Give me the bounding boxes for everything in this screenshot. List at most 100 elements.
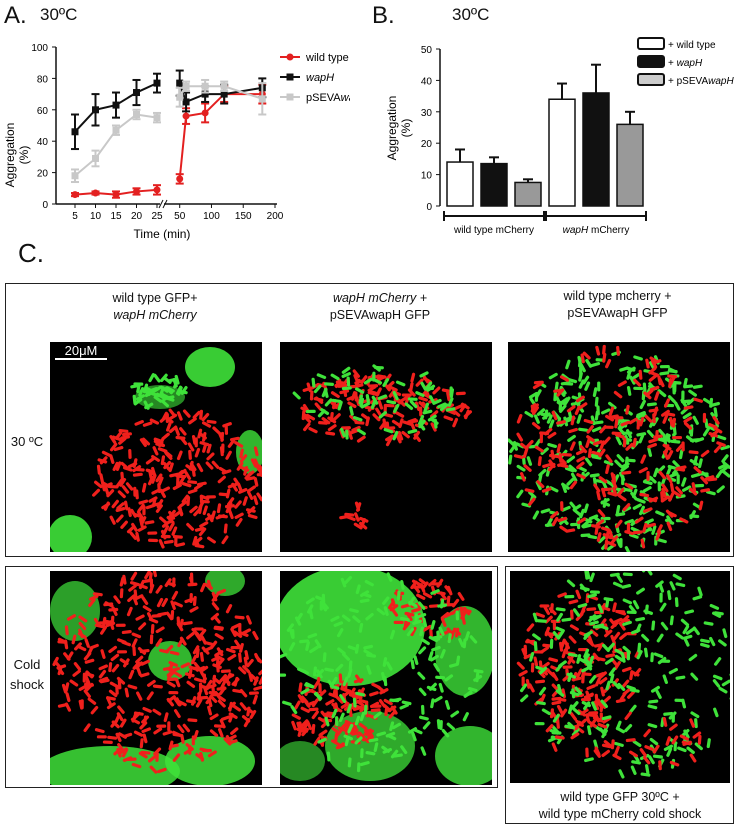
bacterium-cell <box>581 523 592 529</box>
bacterium-cell <box>120 435 131 440</box>
cell-cluster <box>165 736 255 785</box>
bacterium-cell <box>669 376 676 386</box>
bacterium-cell <box>642 755 651 765</box>
bacterium-cell <box>239 688 248 698</box>
bacterium-cell <box>664 444 670 454</box>
data-point <box>220 90 228 98</box>
bacterium-cell <box>376 607 386 616</box>
bacterium-cell <box>199 651 204 662</box>
bacterium-cell <box>209 694 218 703</box>
bacterium-cell <box>377 394 388 401</box>
bacterium-cell <box>624 482 634 490</box>
bacterium-cell <box>144 520 155 525</box>
bacterium-cell <box>304 683 314 689</box>
bacterium-cell <box>444 585 452 594</box>
bacterium-cell <box>632 503 642 510</box>
bacterium-cell <box>720 445 730 451</box>
bacterium-cell <box>354 736 363 745</box>
cell-cluster <box>280 741 325 781</box>
bacterium-cell <box>639 492 650 498</box>
bacterium-cell <box>685 627 695 635</box>
bacterium-cell <box>569 480 578 490</box>
bacterium-cell <box>189 572 194 583</box>
y-tick-label: 10 <box>421 171 433 182</box>
bacterium-cell <box>512 441 518 451</box>
bacterium-cell <box>255 465 262 475</box>
bacterium-cell <box>250 458 258 468</box>
bacterium-cell <box>538 686 547 696</box>
bar <box>446 161 474 207</box>
bacterium-cell <box>549 486 559 493</box>
bacterium-cell <box>113 595 121 604</box>
bacterium-cell <box>294 616 302 626</box>
bacterium-cell <box>298 682 303 693</box>
bacterium-cell <box>305 413 316 421</box>
bacterium-cell <box>182 409 191 418</box>
bacterium-cell <box>549 638 554 649</box>
bacterium-cell <box>116 712 124 722</box>
bacterium-cell <box>674 597 679 608</box>
bacterium-cell <box>194 536 203 545</box>
bacterium-cell <box>66 614 77 621</box>
bacterium-cell <box>379 420 387 430</box>
bacterium-cell <box>192 595 197 606</box>
bacterium-cell <box>721 679 730 687</box>
bacterium-cell <box>211 460 220 469</box>
bacterium-cell <box>638 433 645 444</box>
bacterium-cell <box>676 465 687 470</box>
bacterium-cell <box>688 653 698 662</box>
bacterium-cell <box>622 572 633 577</box>
bacterium-cell <box>607 642 615 651</box>
bacterium-cell <box>128 448 132 459</box>
bacterium-cell <box>633 355 643 361</box>
bacterium-cell <box>563 396 571 406</box>
bacterium-cell <box>112 461 119 472</box>
bacterium-cell <box>168 740 174 751</box>
bacterium-cell <box>149 765 158 774</box>
bacterium-cell <box>702 397 712 405</box>
bacterium-cell <box>359 397 365 408</box>
bacterium-cell <box>344 725 349 736</box>
bacterium-cell <box>282 700 292 706</box>
y-tick-label: 40 <box>37 137 49 148</box>
bacterium-cell <box>651 359 662 365</box>
bacterium-cell <box>556 443 562 454</box>
bacterium-cell <box>382 378 390 388</box>
cell-cluster <box>435 726 492 785</box>
bacterium-cell <box>57 703 68 708</box>
bacterium-cell <box>593 420 604 425</box>
bacterium-cell <box>138 751 148 759</box>
bacterium-cell <box>201 412 210 422</box>
bacterium-cell <box>162 525 170 535</box>
bacterium-cell <box>352 697 357 708</box>
bacterium-cell <box>594 672 605 678</box>
bacterium-cell <box>586 435 595 443</box>
x-tick-label: 20 <box>131 211 143 222</box>
bacterium-cell <box>455 391 466 396</box>
bacterium-cell <box>639 399 646 410</box>
bacterium-cell <box>444 674 454 682</box>
bacterium-cell <box>578 402 588 410</box>
bacterium-cell <box>671 735 679 745</box>
bacterium-cell <box>523 464 532 472</box>
bacterium-cell <box>254 652 261 663</box>
bacterium-cell <box>219 680 226 691</box>
bacterium-cell <box>127 684 138 690</box>
bacterium-cell <box>153 727 163 735</box>
panel-c-bottom-frame <box>5 566 498 788</box>
bacterium-cell <box>185 464 195 472</box>
bacterium-cell <box>722 470 730 478</box>
bacterium-cell <box>663 398 670 408</box>
bacterium-cell <box>115 478 124 488</box>
bacterium-cell <box>375 407 382 417</box>
bacterium-cell <box>246 658 254 668</box>
bacterium-cell <box>647 704 658 710</box>
bacterium-cell <box>218 492 229 497</box>
bacterium-cell <box>368 384 379 388</box>
bacterium-cell <box>115 507 126 513</box>
bacterium-cell <box>344 575 353 585</box>
bacterium-cell <box>307 604 314 614</box>
bacterium-cell <box>148 617 159 624</box>
bacterium-cell <box>548 372 558 380</box>
bacterium-cell <box>211 602 220 611</box>
